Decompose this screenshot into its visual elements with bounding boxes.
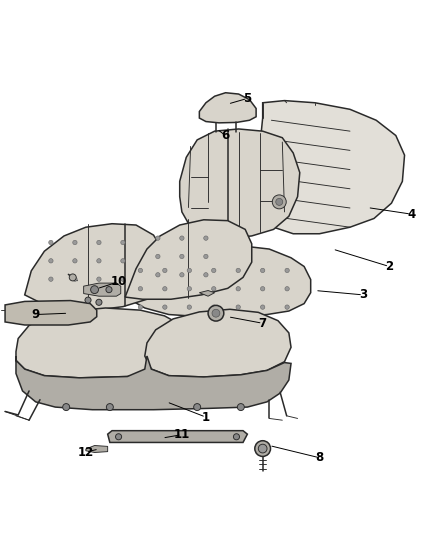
Circle shape	[97, 277, 101, 281]
Circle shape	[187, 287, 191, 291]
Circle shape	[180, 236, 184, 240]
Polygon shape	[121, 246, 311, 317]
Text: 11: 11	[174, 428, 190, 441]
Circle shape	[162, 305, 167, 309]
Circle shape	[261, 305, 265, 309]
Polygon shape	[16, 356, 291, 410]
Text: 2: 2	[385, 260, 393, 273]
Circle shape	[204, 236, 208, 240]
Circle shape	[212, 309, 220, 317]
Circle shape	[116, 434, 122, 440]
Circle shape	[233, 434, 240, 440]
Circle shape	[106, 403, 113, 410]
Circle shape	[121, 240, 125, 245]
Text: 7: 7	[258, 317, 267, 330]
Circle shape	[285, 305, 289, 309]
Polygon shape	[125, 220, 252, 299]
Polygon shape	[5, 301, 97, 325]
Circle shape	[73, 240, 77, 245]
Polygon shape	[258, 101, 405, 234]
Circle shape	[272, 195, 286, 209]
Circle shape	[155, 254, 160, 259]
Circle shape	[97, 240, 101, 245]
Circle shape	[73, 259, 77, 263]
Polygon shape	[16, 308, 191, 378]
Circle shape	[63, 403, 70, 410]
Text: 10: 10	[110, 275, 127, 288]
Circle shape	[155, 272, 160, 277]
Circle shape	[162, 268, 167, 272]
Text: 5: 5	[243, 92, 251, 105]
Circle shape	[121, 277, 125, 281]
Circle shape	[162, 287, 167, 291]
Circle shape	[276, 198, 283, 205]
Text: 9: 9	[32, 308, 40, 321]
Circle shape	[187, 268, 191, 272]
Circle shape	[49, 259, 53, 263]
Polygon shape	[84, 283, 121, 296]
Circle shape	[73, 277, 77, 281]
Polygon shape	[199, 93, 256, 123]
Circle shape	[180, 254, 184, 259]
Circle shape	[236, 287, 240, 291]
Circle shape	[69, 274, 76, 281]
Circle shape	[49, 240, 53, 245]
Polygon shape	[145, 309, 291, 377]
Circle shape	[204, 254, 208, 259]
Text: 8: 8	[315, 451, 324, 464]
Circle shape	[255, 441, 271, 456]
Circle shape	[208, 305, 224, 321]
Circle shape	[106, 287, 112, 293]
Text: 3: 3	[359, 288, 367, 301]
Polygon shape	[199, 290, 215, 296]
Circle shape	[236, 305, 240, 309]
Polygon shape	[108, 431, 247, 442]
Polygon shape	[86, 446, 108, 453]
Circle shape	[138, 305, 143, 309]
Circle shape	[155, 236, 160, 240]
Text: 1: 1	[202, 410, 210, 424]
Circle shape	[258, 444, 267, 453]
Circle shape	[194, 403, 201, 410]
Text: 6: 6	[222, 129, 230, 142]
Text: 12: 12	[78, 446, 94, 458]
Circle shape	[212, 305, 216, 309]
Circle shape	[138, 287, 143, 291]
Circle shape	[261, 268, 265, 272]
Circle shape	[285, 287, 289, 291]
Circle shape	[121, 259, 125, 263]
Circle shape	[180, 272, 184, 277]
Text: 4: 4	[407, 208, 415, 221]
Circle shape	[91, 286, 99, 294]
Polygon shape	[25, 224, 164, 310]
Polygon shape	[180, 129, 300, 238]
Circle shape	[97, 259, 101, 263]
Circle shape	[212, 287, 216, 291]
Circle shape	[85, 297, 91, 303]
Circle shape	[204, 272, 208, 277]
Circle shape	[285, 268, 289, 272]
Circle shape	[96, 299, 102, 305]
Circle shape	[261, 287, 265, 291]
Circle shape	[138, 268, 143, 272]
Circle shape	[49, 277, 53, 281]
Circle shape	[212, 268, 216, 272]
Circle shape	[237, 403, 244, 410]
Circle shape	[236, 268, 240, 272]
Circle shape	[187, 305, 191, 309]
